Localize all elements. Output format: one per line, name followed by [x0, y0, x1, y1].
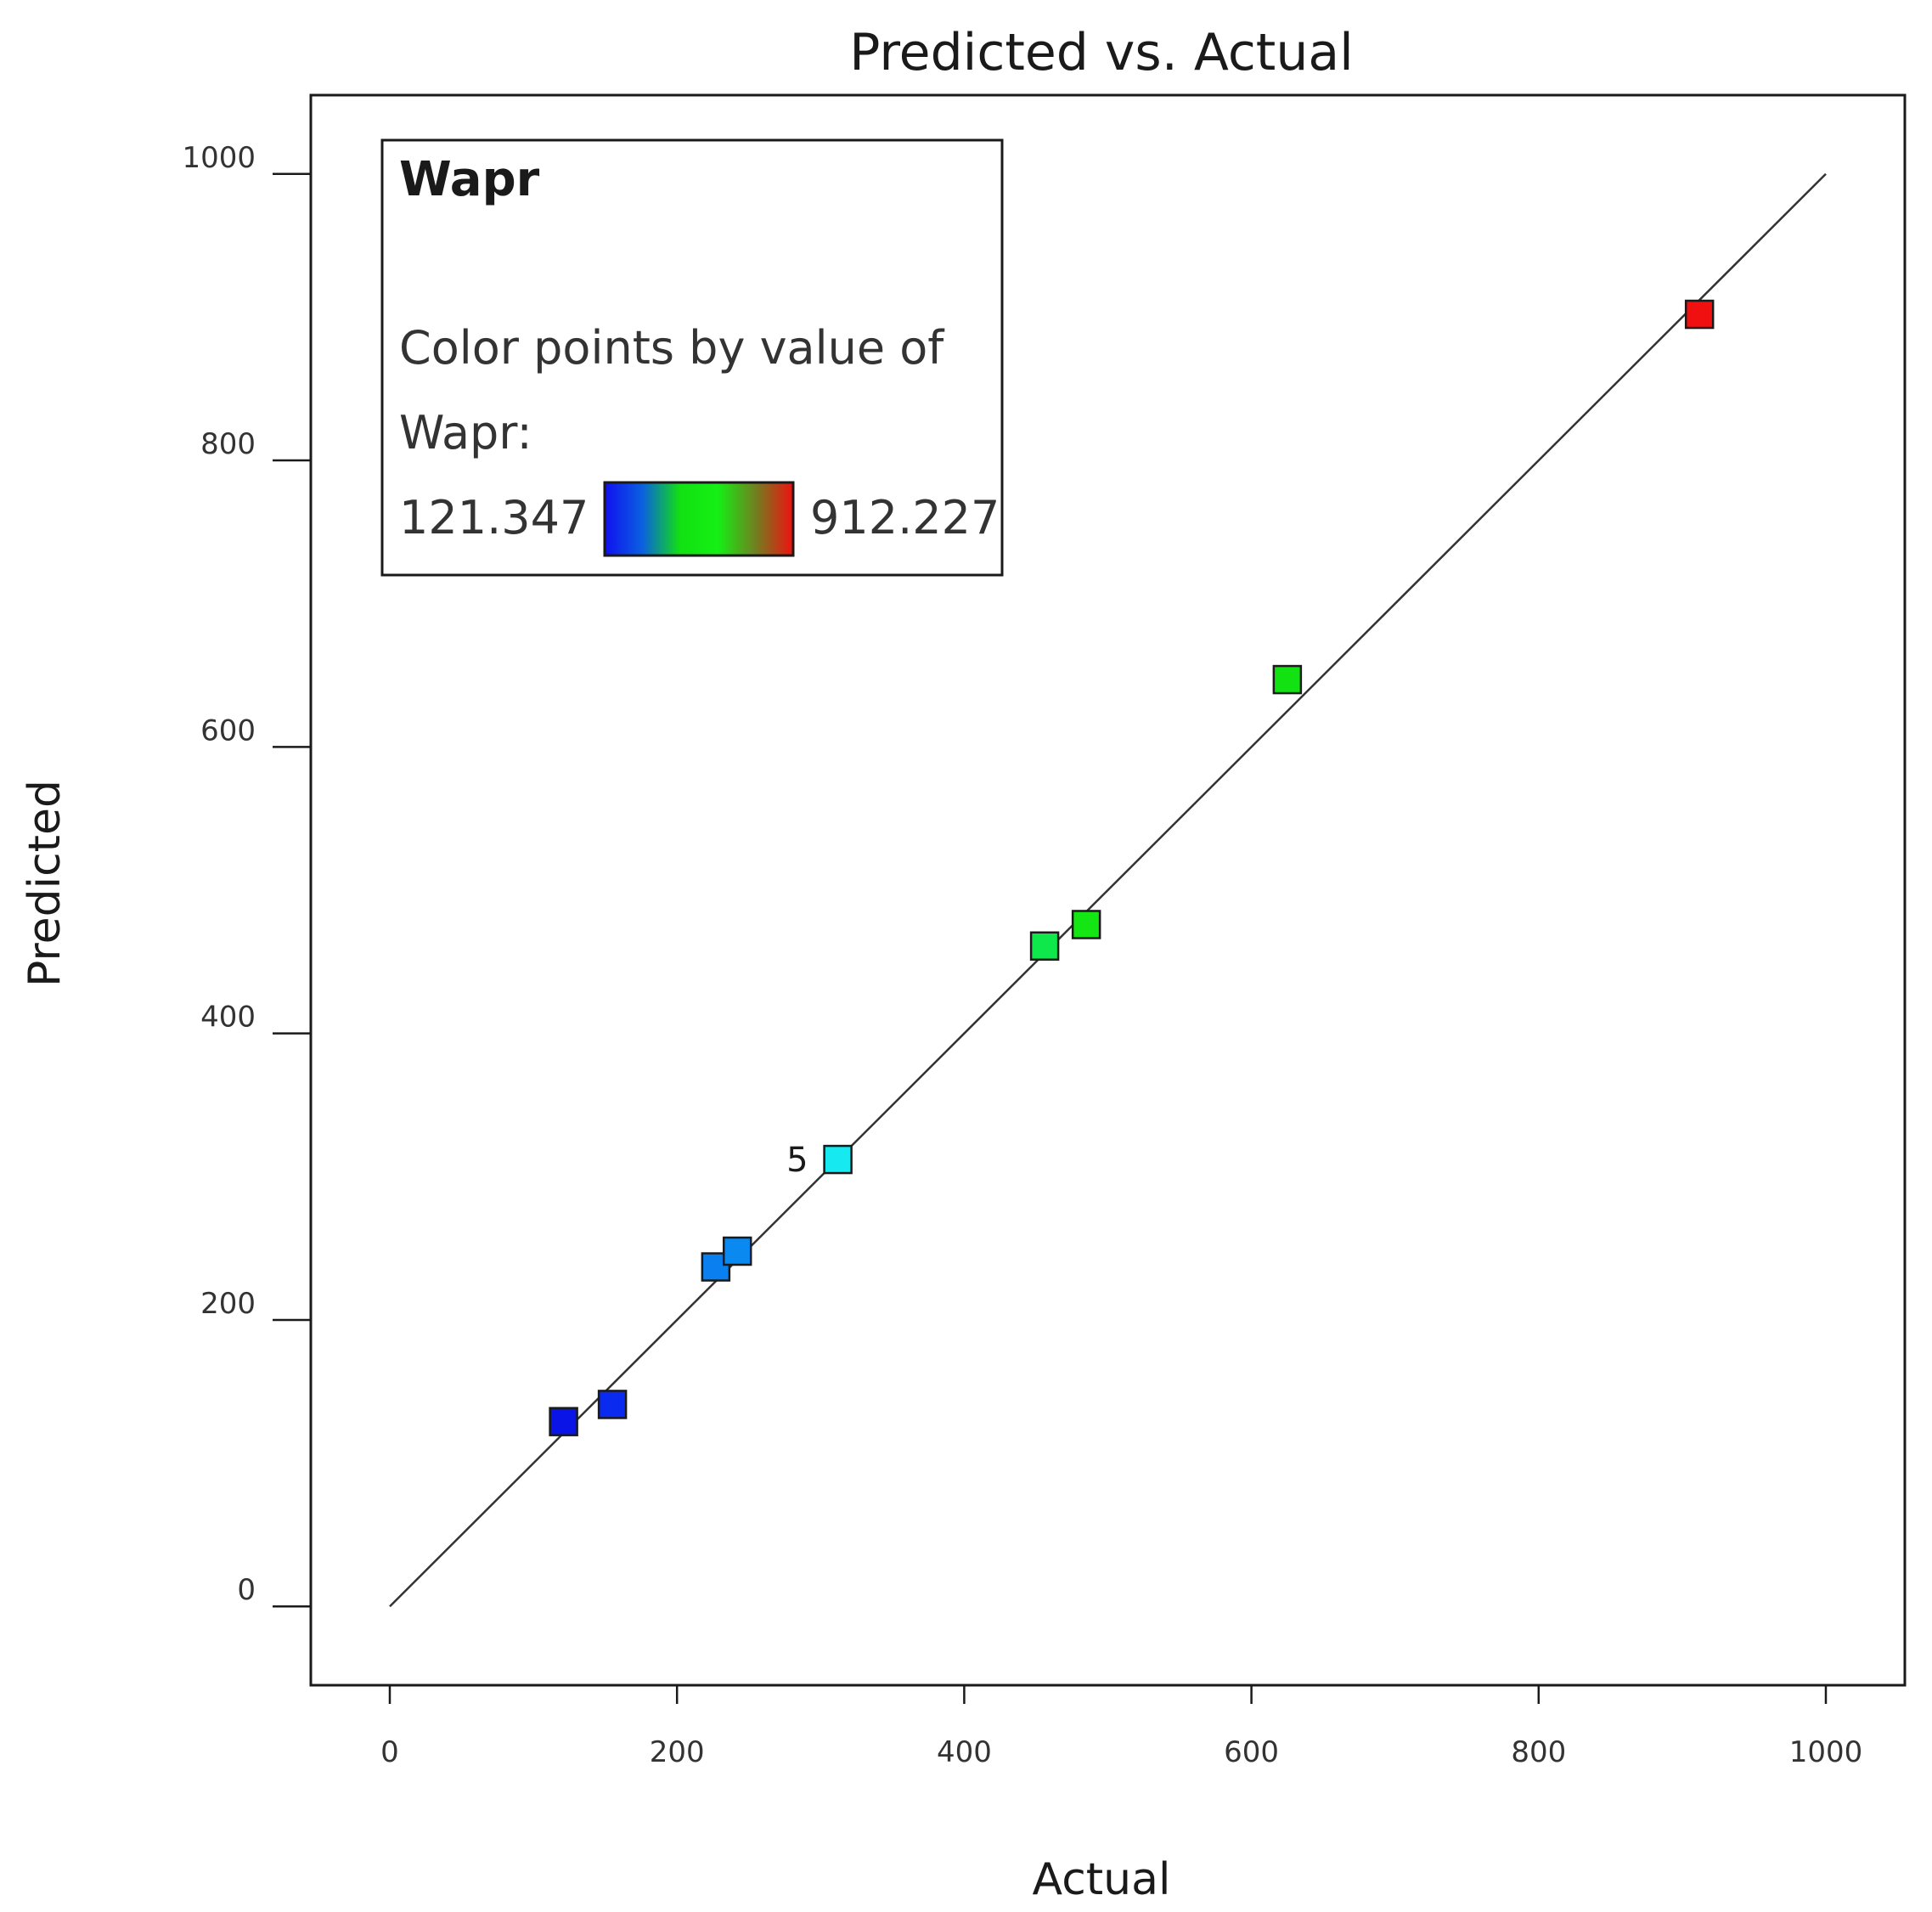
y-axis-ticks: 0 200 400 600 800 1000 — [182, 141, 311, 1608]
data-point — [549, 1407, 578, 1436]
y-tick-label: 600 — [200, 713, 256, 747]
legend-color-gradient — [603, 481, 795, 557]
chart-title: Predicted vs. Actual — [849, 23, 1354, 82]
data-point — [823, 1144, 853, 1175]
y-tick-label: 200 — [200, 1287, 256, 1321]
y-tick-label: 1000 — [182, 141, 256, 175]
y-axis-title: Predicted — [20, 780, 70, 987]
legend-description-line2: Wapr: — [399, 406, 532, 460]
data-point — [1272, 664, 1303, 695]
y-tick-label: 400 — [200, 1001, 256, 1035]
x-tick-label: 800 — [1511, 1735, 1566, 1769]
x-tick-label: 600 — [1224, 1735, 1279, 1769]
data-point — [1684, 299, 1715, 330]
legend-description-line1: Color points by value of — [399, 321, 945, 375]
y-tick-label: 0 — [237, 1573, 256, 1607]
reference-line — [389, 172, 1827, 1608]
data-point — [1071, 910, 1101, 939]
data-point — [1029, 931, 1060, 962]
data-point-label: 5 — [786, 1141, 808, 1180]
data-point — [722, 1236, 752, 1266]
data-point — [597, 1390, 628, 1419]
data-points: 5 — [549, 299, 1715, 1436]
x-tick-label: 0 — [380, 1735, 399, 1769]
plot-frame — [309, 93, 1907, 1687]
legend-max-label: 912.227 — [810, 491, 1000, 544]
legend-min-label: 121.347 — [399, 491, 589, 544]
y-tick-label: 800 — [200, 427, 256, 461]
x-tick-label: 1000 — [1789, 1735, 1863, 1769]
legend-title: Wapr — [399, 152, 540, 207]
x-tick-label: 200 — [650, 1735, 705, 1769]
x-axis-title: Actual — [1033, 1854, 1171, 1905]
x-tick-label: 400 — [937, 1735, 992, 1769]
x-axis-ticks: 0 200 400 600 800 1000 — [380, 1685, 1862, 1769]
legend: Wapr Color points by value of Wapr: 121.… — [380, 138, 1004, 577]
